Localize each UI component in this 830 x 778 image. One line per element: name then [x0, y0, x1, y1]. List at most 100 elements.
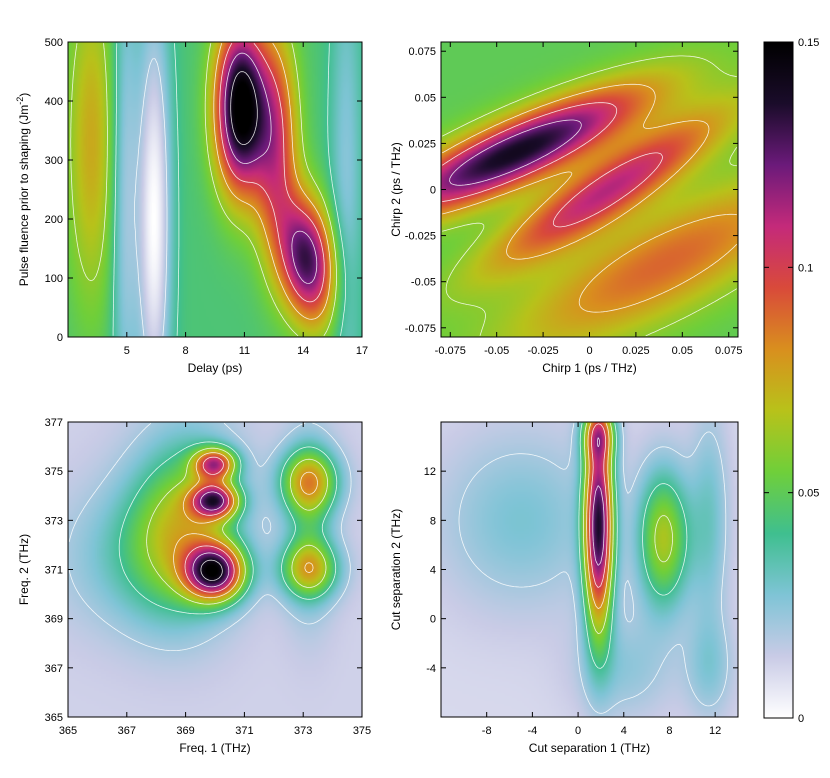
- x-axis-label: Chirp 1 (ps / THz): [542, 361, 636, 375]
- y-tick-label: 365: [45, 712, 63, 724]
- contour-level: [118, 441, 338, 615]
- contour-level: [184, 456, 235, 593]
- x-axis-label: Cut separation 1 (THz): [529, 741, 650, 755]
- contour-level: [441, 102, 663, 228]
- colorbar-tick-label: 0: [798, 713, 804, 725]
- contour-level: [586, 423, 611, 609]
- contour-level: [173, 452, 318, 599]
- heatmap-image: [441, 42, 738, 337]
- y-tick-label: -0.025: [405, 231, 436, 243]
- x-tick-label: 373: [294, 725, 312, 737]
- contour-level: [589, 423, 608, 588]
- contour-level: [230, 71, 258, 145]
- y-tick-label: 373: [45, 515, 63, 527]
- x-tick-label: 8: [666, 725, 672, 737]
- colorbar-tick-label: 0.1: [798, 262, 813, 274]
- y-tick-label: 0: [57, 332, 63, 344]
- contour-level: [200, 559, 223, 581]
- x-tick-label: 12: [709, 725, 721, 737]
- contour-level: [442, 83, 738, 313]
- y-tick-label: 0.075: [408, 46, 436, 58]
- contour-level: [146, 447, 328, 605]
- plot-frame: [67, 41, 363, 338]
- x-tick-label: 375: [353, 725, 371, 737]
- contour-level: [112, 43, 346, 336]
- y-tick-label: -0.075: [405, 323, 436, 335]
- contour-level: [213, 42, 331, 320]
- y-tick-label: 369: [45, 614, 63, 626]
- colorbar-bar: [763, 41, 794, 719]
- y-tick-label: 100: [45, 273, 63, 285]
- y-tick-label: 0.025: [408, 138, 436, 150]
- y-tick-label: 200: [45, 214, 63, 226]
- x-tick-label: -0.05: [484, 345, 509, 357]
- y-tick-label: 377: [45, 417, 63, 429]
- x-tick-label: -4: [527, 725, 537, 737]
- heatmap-panel-4: -8 -4 0 4 8 12 -4 0 4 8 12 Cut separation 1 (THz) Cu…: [389, 421, 739, 755]
- contour-lines: [441, 55, 738, 337]
- y-tick-label: 0: [430, 185, 436, 197]
- colorbar-tick-label: 0.15: [798, 37, 819, 49]
- y-axis-label-exponent: -2: [15, 97, 25, 105]
- y-tick-label: 371: [45, 565, 63, 577]
- contour-level: [219, 42, 325, 303]
- x-tick-label: 4: [621, 725, 627, 737]
- x-tick-label: 11: [239, 345, 250, 357]
- x-tick-label: -0.025: [527, 345, 558, 357]
- y-tick-label: 0.05: [415, 92, 436, 104]
- y-tick-label: 500: [45, 37, 63, 49]
- colorbar: 0.15 0.1 0.05 0: [763, 37, 819, 725]
- y-axis-label: Chirp 2 (ps / THz): [389, 142, 403, 236]
- x-tick-label: 0.025: [622, 345, 650, 357]
- y-axis-label-close: ): [17, 93, 31, 97]
- x-tick-label: 369: [176, 725, 194, 737]
- x-tick-label: -0.075: [435, 345, 466, 357]
- y-tick-label: 4: [430, 565, 436, 577]
- y-tick-label: 8: [430, 515, 436, 527]
- y-tick-label: -4: [426, 663, 436, 675]
- x-tick-label: 8: [183, 345, 189, 357]
- x-tick-label: 0: [575, 725, 581, 737]
- y-axis-label: Pulse fluence prior to shaping (Jm-2): [15, 93, 31, 286]
- heatmap-image: [68, 422, 362, 717]
- y-tick-label: 400: [45, 96, 63, 108]
- x-tick-label: 0.05: [672, 345, 693, 357]
- contour-level: [224, 52, 318, 284]
- contour-level: [578, 423, 688, 669]
- x-tick-label: 0.075: [715, 345, 743, 357]
- x-tick-label: -8: [482, 725, 492, 737]
- y-tick-label: 375: [45, 466, 63, 478]
- contour-level: [442, 55, 738, 337]
- heatmap-panel-2: -0.075 -0.05 -0.025 0 0.025 0.05 0.075 -0.075 -0…: [389, 41, 743, 375]
- y-axis-label: Freq. 2 (THz): [17, 534, 31, 605]
- contour-level: [592, 437, 605, 566]
- heatmap-panel-1: 5 8 11 14 17 0 100 200 300 400 500 Delay (ps) Pulse …: [15, 37, 368, 375]
- y-tick-label: 300: [45, 155, 63, 167]
- y-tick-label: -0.05: [411, 277, 436, 289]
- contour-level: [449, 119, 582, 186]
- contour-level: [192, 491, 230, 588]
- x-tick-label: 371: [235, 725, 253, 737]
- x-tick-label: 14: [297, 345, 309, 357]
- x-tick-label: 365: [59, 725, 77, 737]
- contour-level: [68, 422, 352, 651]
- contour-lines: [68, 422, 352, 651]
- contour-level: [458, 423, 728, 714]
- y-tick-label: 0: [430, 614, 436, 626]
- y-tick-label: 12: [424, 466, 436, 478]
- contour-level: [70, 43, 337, 337]
- contour-level: [134, 58, 168, 336]
- y-tick-label: 367: [45, 663, 63, 675]
- y-axis-label: Cut separation 2 (THz): [389, 509, 403, 630]
- y-axis-label-text: Pulse fluence prior to shaping (Jm: [17, 105, 31, 286]
- contour-level: [583, 423, 673, 634]
- x-tick-label: 367: [118, 725, 136, 737]
- x-tick-label: 5: [124, 345, 130, 357]
- contour-lines: [70, 42, 346, 337]
- heatmap-panel-3: 365 367 369 371 373 375 365 367 369 371 373 375 377 F…: [17, 417, 371, 755]
- contour-lines: [458, 423, 728, 714]
- x-axis-label: Delay (ps): [188, 361, 243, 375]
- x-axis-label: Freq. 1 (THz): [179, 741, 250, 755]
- colorbar-tick-label: 0.05: [798, 488, 819, 500]
